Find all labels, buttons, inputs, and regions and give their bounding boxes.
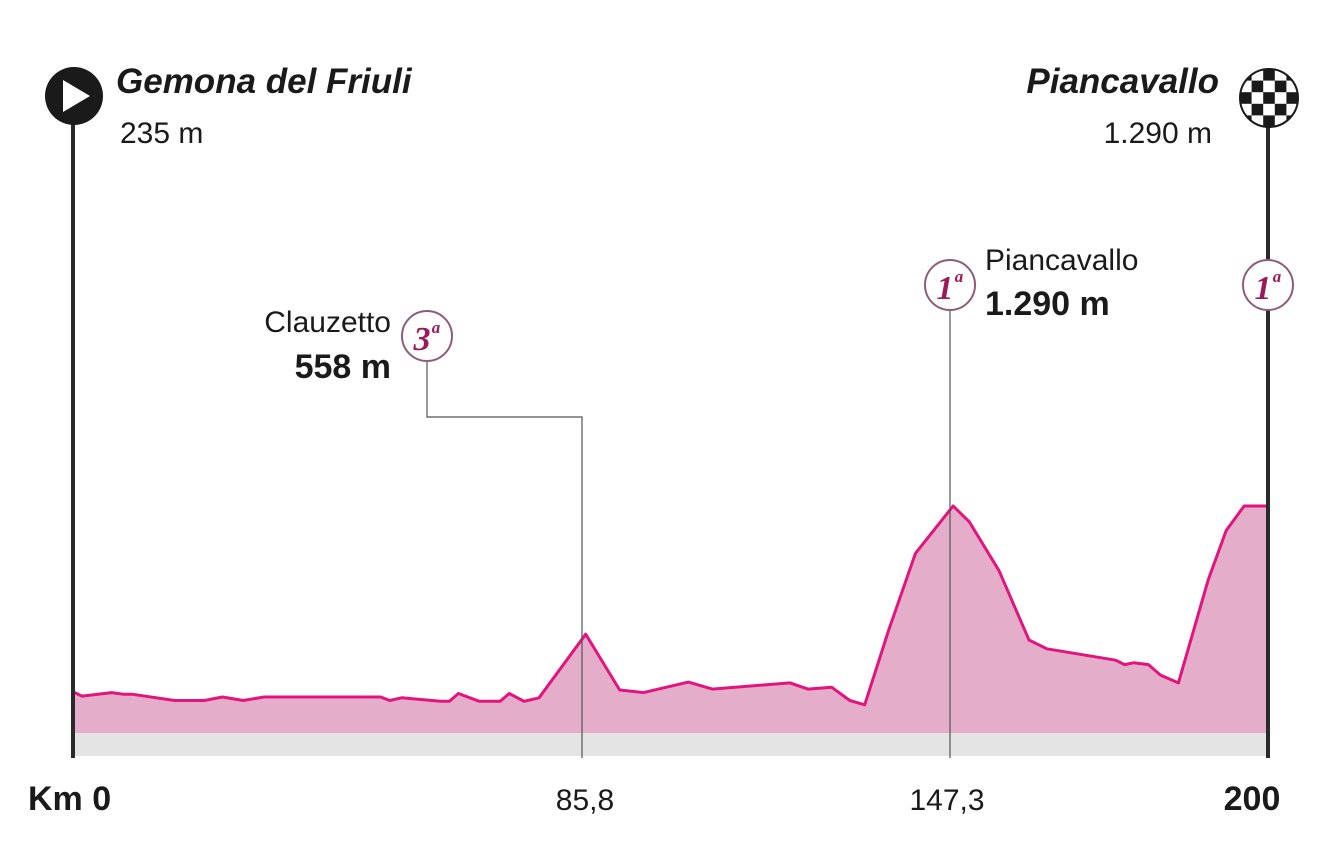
flag-check-square <box>1240 92 1252 104</box>
flag-check-square <box>1251 80 1264 93</box>
category-number-piancavallo: 1 <box>937 270 954 307</box>
ground-strip <box>73 732 1268 756</box>
category-badge-clauzetto: 3 a <box>401 310 453 362</box>
elevation-profile-line <box>72 504 1268 707</box>
start-town-name: Gemona del Friuli <box>116 62 413 101</box>
x-tick-label-147-3: 147,3 <box>909 784 984 817</box>
finish-town-name: Piancavallo <box>1026 62 1219 101</box>
category-suffix-finish: a <box>1273 267 1282 286</box>
flag-check-square <box>1263 115 1275 127</box>
flag-check-square <box>1274 80 1287 93</box>
flag-check-square <box>1240 115 1252 127</box>
flag-check-square <box>1251 103 1264 116</box>
flag-check-square <box>1286 92 1298 104</box>
category-suffix-clauzetto: a <box>432 318 441 337</box>
climb-altitude-clauzetto: 558 m <box>295 348 391 386</box>
climb-name-piancavallo: Piancavallo <box>985 244 1138 277</box>
x-tick-label-0: Km 0 <box>28 780 111 818</box>
category-suffix-piancavallo: a <box>955 267 964 286</box>
finish-checkered-flag-icon <box>1239 68 1299 128</box>
start-play-icon <box>45 67 103 125</box>
flag-check-square <box>1263 69 1275 81</box>
finish-altitude: 1.290 m <box>1104 117 1212 150</box>
x-tick-label-200: 200 <box>1224 780 1281 818</box>
flag-check-square <box>1286 69 1298 81</box>
flag-check-square <box>1286 115 1298 127</box>
flag-check-square <box>1263 92 1275 104</box>
category-number-clauzetto: 3 <box>413 321 431 358</box>
category-badge-finish: 1 a <box>1242 259 1294 311</box>
climb-altitude-piancavallo: 1.290 m <box>985 285 1110 323</box>
flag-check-square <box>1274 103 1287 116</box>
start-altitude: 235 m <box>120 117 203 150</box>
x-tick-label-85-8: 85,8 <box>556 784 614 817</box>
category-number-finish: 1 <box>1255 270 1272 307</box>
category-badge-piancavallo: 1 a <box>924 259 976 311</box>
elevation-profile-area <box>73 506 1268 733</box>
clauzetto-leader-line <box>426 360 583 758</box>
climb-name-clauzetto: Clauzetto <box>264 306 391 339</box>
flag-check-square <box>1240 69 1252 81</box>
